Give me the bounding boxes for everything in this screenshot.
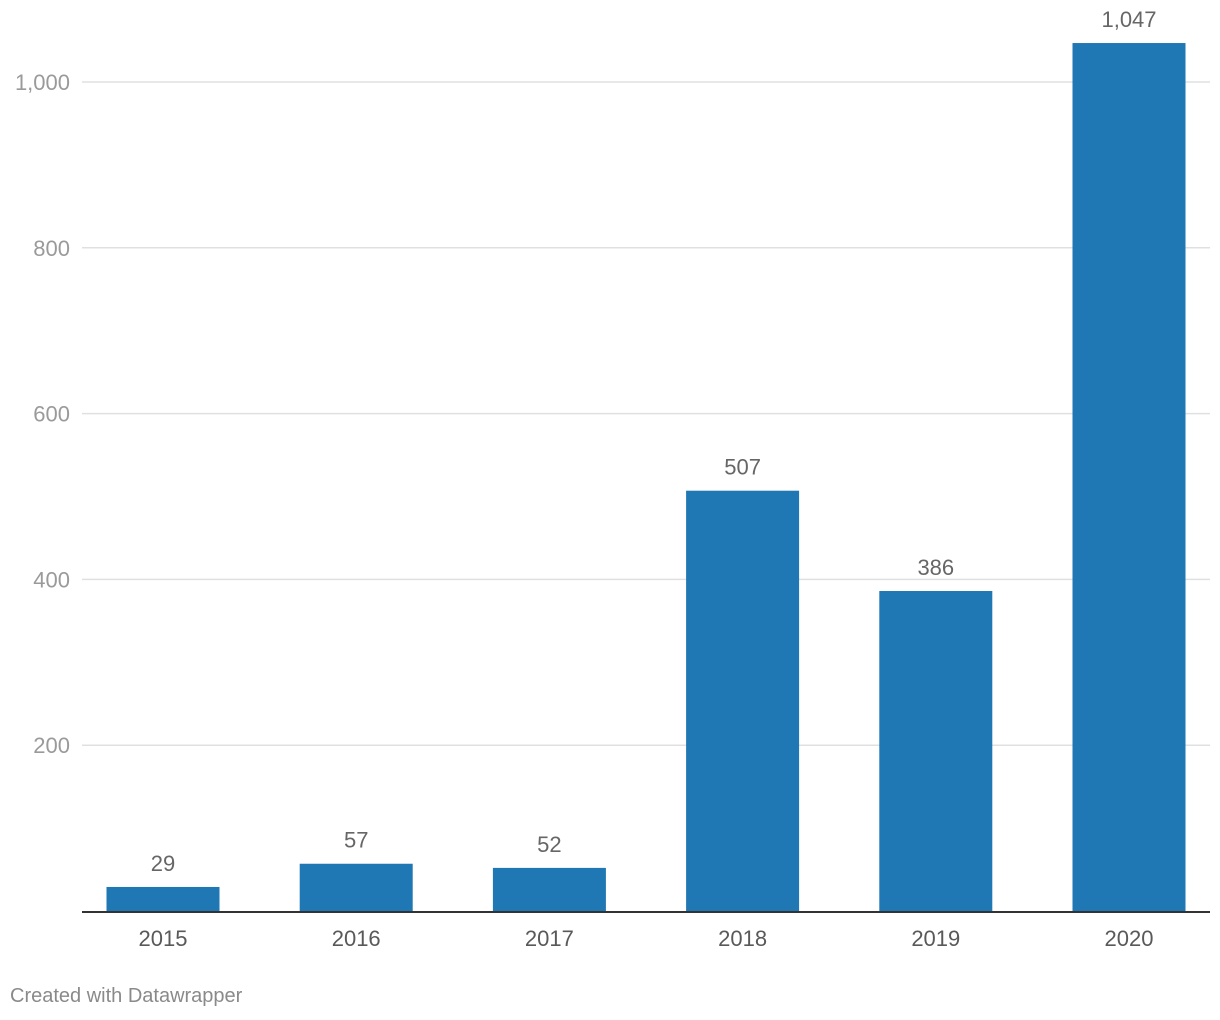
x-tick-label: 2019	[911, 926, 960, 951]
y-axis: 200 400 600 800 1,000	[15, 70, 70, 758]
y-tick-label: 400	[33, 567, 70, 592]
bar	[1072, 43, 1186, 912]
value-label: 1,047	[1101, 7, 1156, 32]
y-tick-label: 600	[33, 402, 70, 427]
x-tick-label: 2017	[525, 926, 574, 951]
x-tick-label: 2016	[332, 926, 381, 951]
y-tick-label: 800	[33, 236, 70, 261]
bar	[686, 490, 800, 911]
value-label: 386	[917, 555, 954, 580]
value-labels: 29 57 52 507 386 1,047	[151, 7, 1157, 876]
gridlines	[82, 81, 1210, 746]
footer-credit: Created with Datawrapper	[10, 985, 243, 1007]
x-tick-label: 2020	[1105, 926, 1154, 951]
value-label: 29	[151, 851, 175, 876]
value-label: 507	[724, 455, 761, 480]
bar	[106, 886, 220, 911]
bar	[299, 863, 413, 911]
value-label: 52	[537, 832, 561, 857]
x-axis: 2015 2016 2017 2018 2019 2020	[139, 926, 1154, 951]
x-tick-label: 2015	[139, 926, 188, 951]
bars	[106, 43, 1186, 912]
x-tick-label: 2018	[718, 926, 767, 951]
value-label: 57	[344, 828, 368, 853]
y-tick-label: 200	[33, 733, 70, 758]
bar	[879, 591, 993, 911]
y-tick-label: 1,000	[15, 70, 70, 95]
bar	[492, 867, 606, 911]
